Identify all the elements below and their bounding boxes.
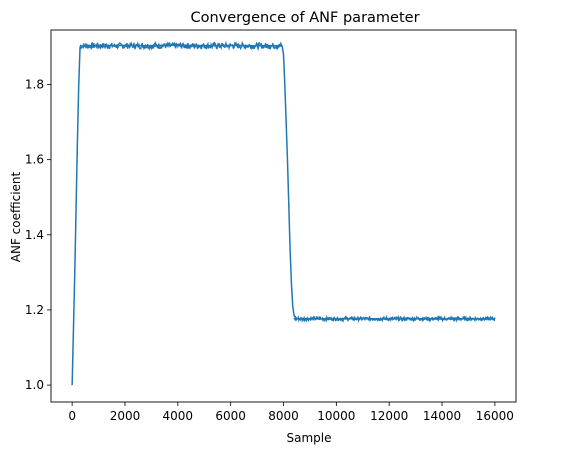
y-tick-label: 1.6 xyxy=(25,153,44,167)
y-tick-label: 1.2 xyxy=(25,303,44,317)
y-tick-label: 1.0 xyxy=(25,378,44,392)
x-tick-label: 8000 xyxy=(268,409,299,423)
x-tick-label: 6000 xyxy=(215,409,246,423)
x-tick-label: 0 xyxy=(68,409,76,423)
y-tick-label: 1.8 xyxy=(25,77,44,91)
x-tick-label: 10000 xyxy=(317,409,355,423)
x-tick-label: 4000 xyxy=(163,409,194,423)
y-axis-label: ANF coefficient xyxy=(9,171,23,262)
x-tick-label: 16000 xyxy=(476,409,514,423)
x-axis-label: Sample xyxy=(287,431,332,445)
x-tick-label: 12000 xyxy=(370,409,408,423)
chart-title: Convergence of ANF parameter xyxy=(190,10,419,26)
x-tick-label: 2000 xyxy=(110,409,141,423)
y-tick-label: 1.4 xyxy=(25,228,44,242)
x-tick-label: 14000 xyxy=(423,409,461,423)
